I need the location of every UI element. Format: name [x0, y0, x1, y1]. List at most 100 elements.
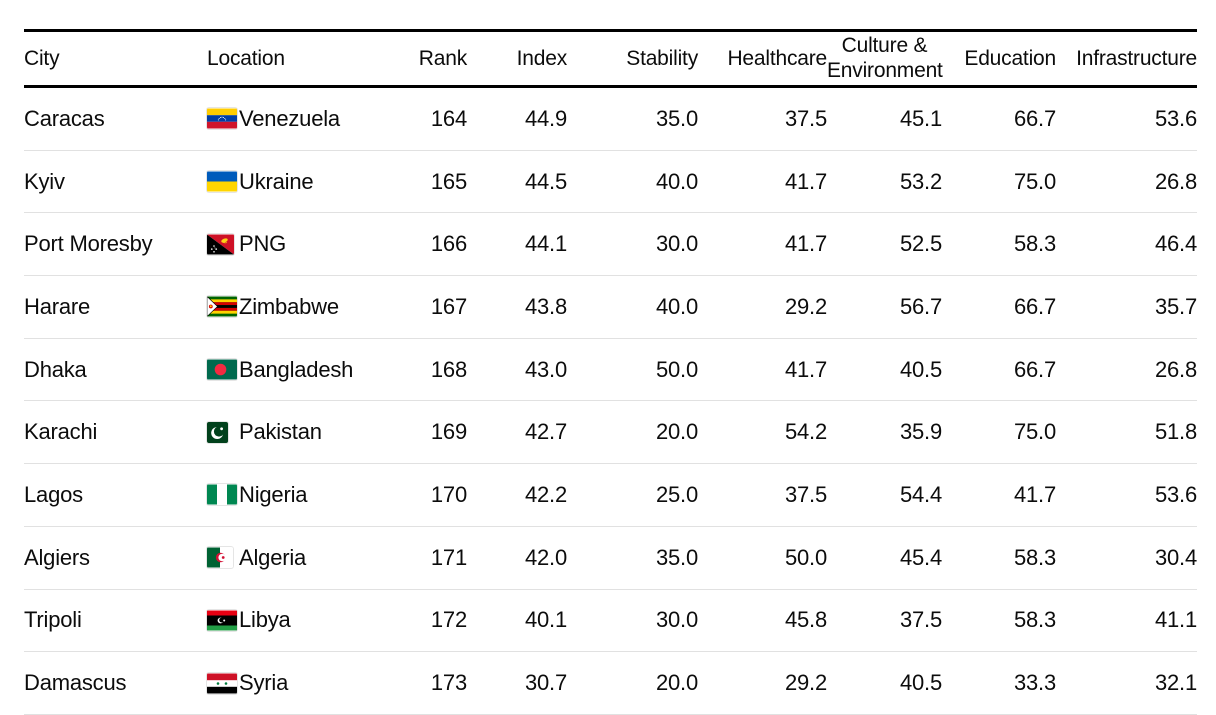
table-body: Caracas Venezuela 164 44.9 35.0 37.5 45.1 66.7 5… — [24, 86, 1197, 715]
healthcare-value: 37.5 — [698, 86, 827, 151]
city-label: Karachi — [24, 419, 98, 445]
healthcare-value: 50.0 — [698, 526, 827, 590]
table-row: Kyiv Ukraine 165 44.5 40.0 41.7 53.2 75.0 26.8 — [24, 150, 1197, 214]
education-value: 58.3 — [942, 526, 1056, 590]
stability-value: 40.0 — [567, 275, 698, 339]
country-label: Nigeria — [239, 481, 308, 507]
infrastructure-value: 53.6 — [1056, 86, 1197, 151]
city-label: Tripoli — [24, 607, 82, 633]
location-cell: Zimbabwe — [207, 275, 402, 339]
infrastructure-value: 53.6 — [1056, 463, 1197, 527]
venezuela-flag-icon — [207, 108, 239, 129]
col-header-culture-environment: Culture & Environment — [827, 30, 943, 88]
infrastructure-value: 32.1 — [1056, 651, 1197, 715]
infrastructure-value: 30.4 — [1056, 526, 1197, 590]
city-label: Dhaka — [24, 356, 87, 382]
infrastructure-value: 41.1 — [1056, 589, 1197, 653]
rank-value: 173 — [402, 651, 467, 715]
infrastructure-value: 35.7 — [1056, 275, 1197, 339]
healthcare-value: 29.2 — [698, 275, 827, 339]
pakistan-flag-icon — [207, 421, 239, 443]
index-value: 44.1 — [467, 212, 567, 277]
stability-value: 20.0 — [567, 400, 698, 465]
stability-value: 20.0 — [567, 651, 698, 715]
country-label: Zimbabwe — [239, 293, 339, 319]
stability-value: 40.0 — [567, 150, 698, 214]
location-cell: Pakistan — [207, 400, 402, 465]
education-value: 33.3 — [942, 651, 1056, 715]
table-row: Harare Zimbabwe 167 43.8 40.0 29.2 56.7 66.7 35.… — [24, 275, 1197, 339]
healthcare-value: 45.8 — [698, 589, 827, 653]
index-value: 42.0 — [467, 526, 567, 590]
education-value: 58.3 — [942, 589, 1056, 653]
index-value: 42.2 — [467, 463, 567, 527]
location-cell: Ukraine — [207, 150, 402, 214]
table-row: Algiers Algeria 171 42.0 35.0 50.0 45.4 58.3 30.… — [24, 526, 1197, 590]
algeria-flag-icon — [207, 547, 239, 568]
city-cell: Damascus — [24, 651, 207, 715]
location-cell: Venezuela — [207, 86, 402, 151]
table-row: Tripoli Libya 172 40.1 30.0 45.8 37.5 58.3 41.1 — [24, 589, 1197, 653]
nigeria-flag-icon — [207, 484, 239, 505]
infrastructure-value: 46.4 — [1056, 212, 1197, 277]
city-label: Algiers — [24, 544, 90, 570]
city-label: Caracas — [24, 105, 105, 131]
education-value: 58.3 — [942, 212, 1056, 277]
culture-header-line1: Culture & — [841, 33, 928, 57]
stability-value: 30.0 — [567, 212, 698, 277]
bangladesh-flag-icon — [207, 359, 239, 380]
culture-value: 35.9 — [827, 400, 942, 465]
col-header-education: Education — [942, 30, 1056, 88]
table-row: Karachi Pakistan 169 42.7 20.0 54.2 35.9 75.0 51… — [24, 400, 1197, 465]
city-cell: Caracas — [24, 86, 207, 151]
rank-value: 168 — [402, 338, 467, 402]
healthcare-value: 41.7 — [698, 338, 827, 402]
culture-value: 53.2 — [827, 150, 942, 214]
healthcare-value: 54.2 — [698, 400, 827, 465]
rank-value: 169 — [402, 400, 467, 465]
healthcare-value: 41.7 — [698, 150, 827, 214]
education-value: 75.0 — [942, 150, 1056, 214]
location-cell: PNG — [207, 212, 402, 277]
culture-value: 52.5 — [827, 212, 942, 277]
education-value: 75.0 — [942, 400, 1056, 465]
rank-value: 164 — [402, 86, 467, 151]
city-cell: Karachi — [24, 400, 207, 465]
location-cell: Algeria — [207, 526, 402, 590]
city-label: Damascus — [24, 670, 127, 696]
index-value: 42.7 — [467, 400, 567, 465]
city-label: Lagos — [24, 481, 83, 507]
table-row: Caracas Venezuela 164 44.9 35.0 37.5 45.1 66.7 5… — [24, 86, 1197, 151]
culture-header-line2: Environment — [827, 58, 943, 82]
education-value: 66.7 — [942, 275, 1056, 339]
infrastructure-value: 26.8 — [1056, 150, 1197, 214]
city-cell: Port Moresby — [24, 212, 207, 277]
country-label: Algeria — [239, 544, 307, 570]
country-label: Bangladesh — [239, 356, 354, 382]
city-cell: Lagos — [24, 463, 207, 527]
country-label: Syria — [239, 670, 289, 696]
col-header-stability: Stability — [567, 30, 698, 88]
col-header-index: Index — [467, 30, 567, 88]
location-cell: Syria — [207, 651, 402, 715]
table-row: Lagos Nigeria 170 42.2 25.0 37.5 54.4 41.7 53.6 — [24, 463, 1197, 527]
healthcare-value: 37.5 — [698, 463, 827, 527]
country-label: PNG — [239, 231, 287, 257]
ukraine-flag-icon — [207, 171, 239, 192]
culture-value: 40.5 — [827, 651, 942, 715]
index-value: 43.0 — [467, 338, 567, 402]
culture-value: 45.1 — [827, 86, 942, 151]
libya-flag-icon — [207, 610, 239, 631]
infrastructure-value: 51.8 — [1056, 400, 1197, 465]
country-label: Libya — [239, 607, 291, 633]
stability-value: 50.0 — [567, 338, 698, 402]
index-value: 44.5 — [467, 150, 567, 214]
education-value: 66.7 — [942, 86, 1056, 151]
city-label: Harare — [24, 293, 91, 319]
city-cell: Dhaka — [24, 338, 207, 402]
rank-value: 171 — [402, 526, 467, 590]
liveability-index-table: City Location Rank Index Stability Healt… — [24, 29, 1197, 715]
city-cell: Kyiv — [24, 150, 207, 214]
rank-value: 165 — [402, 150, 467, 214]
stability-value: 35.0 — [567, 526, 698, 590]
